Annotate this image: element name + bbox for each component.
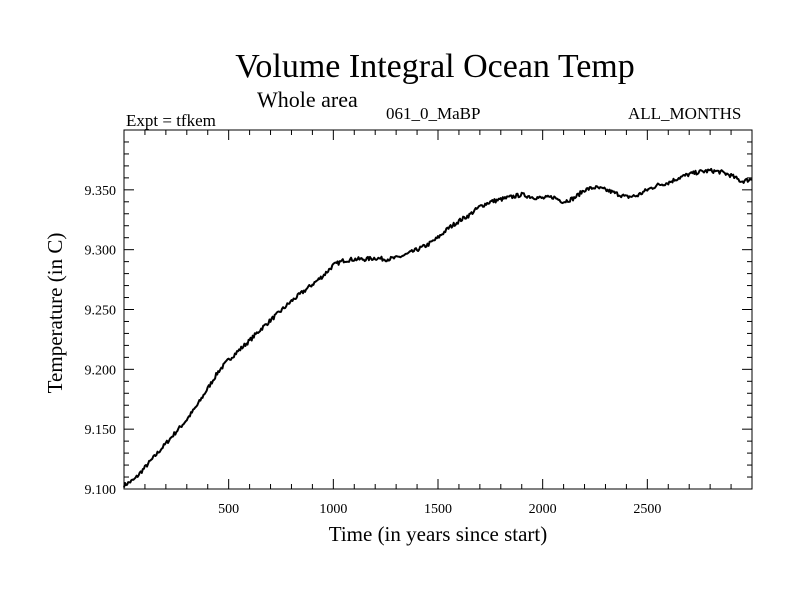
x-tick-label: 1000 — [319, 502, 347, 517]
y-tick-label: 9.100 — [85, 483, 117, 498]
chart-subtitle: Whole area — [257, 87, 358, 112]
y-axis-label: Temperature (in C) — [43, 233, 67, 394]
experiment-label: Expt = tfkem — [126, 111, 216, 130]
y-tick-label: 9.300 — [85, 244, 117, 259]
x-tick-label: 500 — [218, 502, 239, 517]
y-tick-label: 9.250 — [85, 304, 117, 319]
months-label: ALL_MONTHS — [628, 104, 742, 123]
y-tick-label: 9.150 — [85, 423, 117, 438]
chart-title: Volume Integral Ocean Temp — [235, 48, 635, 85]
y-tick-label: 9.200 — [85, 363, 117, 378]
y-tick-labels: 9.100 9.150 9.200 9.250 9.300 9.350 — [85, 184, 117, 498]
x-tick-label: 2000 — [529, 502, 557, 517]
period-label: 061_0_MaBP — [386, 104, 481, 123]
y-tick-label: 9.350 — [85, 184, 117, 199]
axis-ticks — [124, 130, 752, 489]
x-tick-labels: 500 1000 1500 2000 2500 — [218, 502, 661, 517]
temperature-series-line — [123, 167, 753, 488]
x-axis-label: Time (in years since start) — [329, 522, 548, 546]
x-tick-label: 1500 — [424, 502, 452, 517]
x-tick-label: 2500 — [633, 502, 661, 517]
